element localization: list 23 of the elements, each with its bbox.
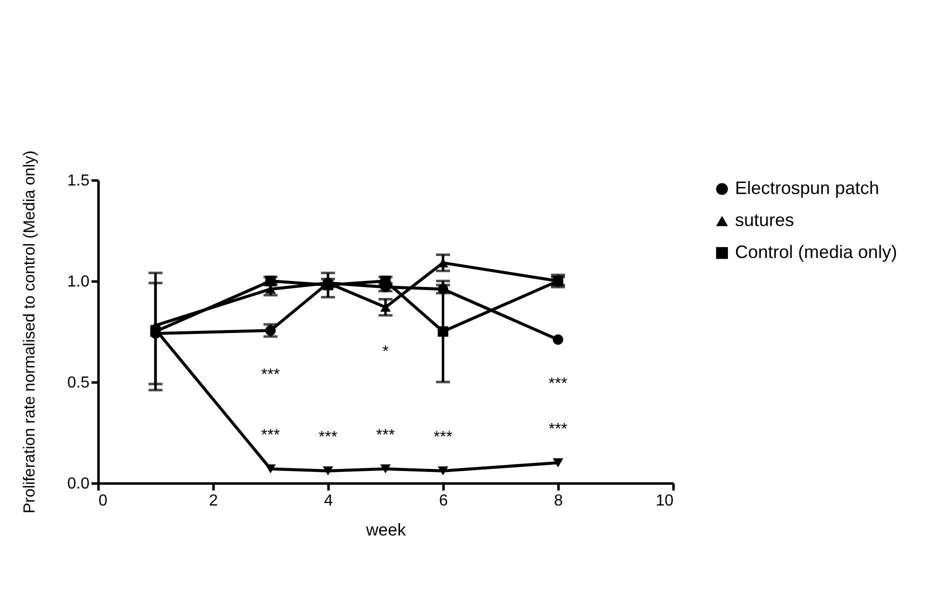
x-tick-label: 0 bbox=[98, 492, 108, 510]
annotation: *** bbox=[261, 426, 280, 444]
annotation: *** bbox=[548, 376, 568, 393]
x-axis-title: week bbox=[365, 520, 406, 540]
x-tick-label: 4 bbox=[324, 492, 334, 510]
y-tick-label: 0.0 bbox=[67, 476, 90, 492]
y-tick-label: 1.0 bbox=[67, 274, 90, 290]
legend-label: Control (media only) bbox=[735, 242, 898, 262]
annotation: *** bbox=[261, 366, 280, 384]
x-tick-label: 6 bbox=[439, 492, 448, 510]
legend-label: Electrospun patch bbox=[735, 178, 880, 198]
y-axis-title: Proliferation rate normalised to control (Media only) bbox=[21, 150, 38, 514]
y-tick-label: 0.5 bbox=[67, 374, 90, 392]
annotation: * bbox=[382, 343, 389, 360]
x-tick-label: 2 bbox=[209, 492, 218, 510]
annotation: *** bbox=[376, 426, 395, 444]
annotation: *** bbox=[548, 420, 568, 438]
x-tick-label: 8 bbox=[554, 492, 564, 510]
y-tick-label: 1.5 bbox=[67, 172, 90, 190]
annotation: *** bbox=[434, 428, 452, 446]
x-tick-label: 10 bbox=[656, 492, 674, 510]
legend-label: sutures bbox=[735, 210, 794, 230]
annotation: *** bbox=[318, 428, 338, 446]
